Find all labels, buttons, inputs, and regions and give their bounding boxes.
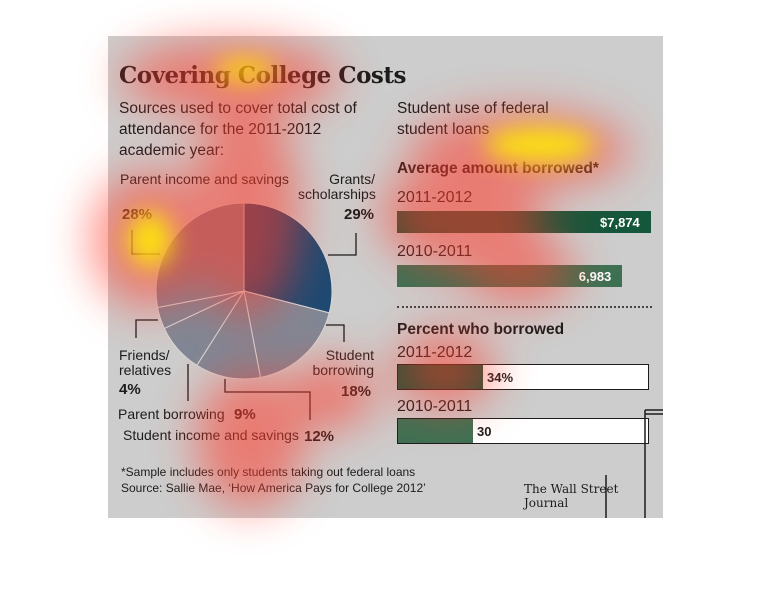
pie-label-parent-borrowing: Parent borrowing [118, 406, 225, 422]
pie-value-parent-income: 28% [122, 206, 153, 223]
credit: The Wall Street Journal [524, 482, 619, 510]
pie-value-student-borrowing: 18% [341, 383, 372, 400]
pie-value-grants: 29% [344, 206, 375, 223]
pie-label-parent-income: Parent income and savings [120, 171, 289, 187]
leader-parent-income [131, 230, 160, 255]
pct-year-2012: 2011-2012 [397, 344, 473, 361]
avg-value-2010-2011: 6,983 [578, 269, 612, 284]
pie-label-student-borrowing: Student borrowing [312, 347, 374, 378]
avg-borrowed-heading: Average amount borrowed* [397, 160, 599, 177]
avg-value-2011-2012: $7,874 [600, 215, 640, 230]
pie-value-parent-borrowing: 9% [234, 406, 256, 423]
pie-value-student-income: 12% [304, 428, 335, 445]
pie-label-student-income: Student income and savings [123, 427, 299, 443]
pie-label-grants: Grants/ scholarships [298, 171, 376, 202]
footnote: *Sample includes only students taking ou… [121, 465, 416, 479]
divider [397, 306, 652, 308]
source-note: Source: Sallie Mae, ‘How America Pays fo… [121, 481, 426, 495]
leader-friends [135, 319, 158, 338]
pie-slice-5 [155, 202, 245, 309]
leader-grants [328, 233, 357, 256]
pct-borrowed-heading: Percent who borrowed [397, 321, 565, 338]
pct-bar-2010-2011 [398, 419, 473, 443]
infographic-panel: Covering College Costs Sources used to c… [108, 36, 663, 518]
pie-label-friends: Friends/ relatives [119, 347, 172, 378]
pct-bar-2011-2012 [398, 365, 483, 389]
avg-year-2011: 2010-2011 [397, 243, 473, 260]
avg-year-2012: 2011-2012 [397, 189, 473, 206]
pie-value-friends: 4% [119, 381, 141, 398]
leader-student-borrowing [326, 324, 345, 342]
pct-value-2011-2012: 34% [487, 370, 514, 385]
pct-year-2011: 2010-2011 [397, 398, 473, 415]
pct-value-2010-2011: 30 [477, 424, 492, 439]
